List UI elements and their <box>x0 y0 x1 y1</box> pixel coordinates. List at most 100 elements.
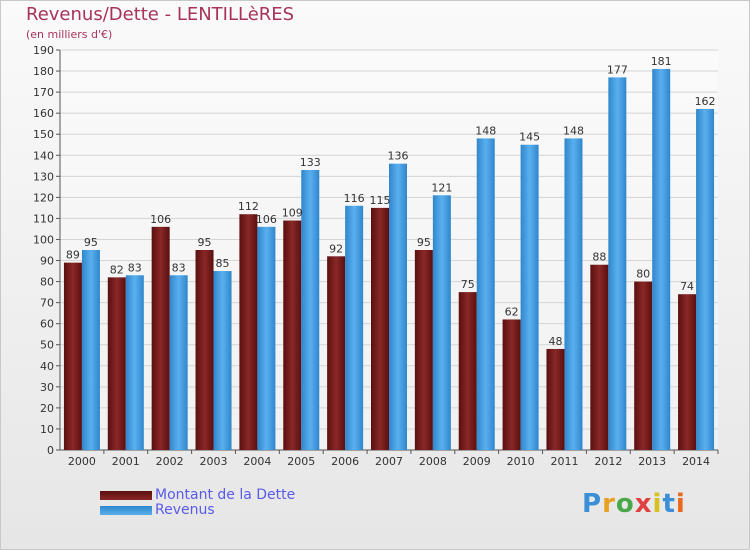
data-label-revenus: 83 <box>172 261 186 274</box>
bar-dette <box>195 250 214 450</box>
data-label-dette: 82 <box>110 263 124 276</box>
y-tick-label: 20 <box>40 402 54 415</box>
bar-revenus <box>257 226 276 450</box>
y-tick-label: 50 <box>40 339 54 352</box>
chart-title: Revenus/Dette - LENTILLèRES <box>26 4 295 25</box>
data-label-dette: 95 <box>417 236 431 249</box>
logo-letter: i <box>675 489 686 519</box>
data-label-dette: 112 <box>238 200 259 213</box>
logo-letter: P <box>582 489 603 519</box>
bar-dette <box>107 277 126 450</box>
bar-dette <box>590 264 609 450</box>
bar-revenus <box>389 163 407 450</box>
x-tick-label: 2004 <box>243 455 271 468</box>
x-tick-label: 2009 <box>463 455 491 468</box>
bar-revenus <box>564 138 583 450</box>
data-label-revenus: 83 <box>128 261 142 274</box>
y-tick-label: 30 <box>40 381 54 394</box>
y-tick-label: 120 <box>33 191 54 204</box>
data-label-revenus: 145 <box>519 131 540 144</box>
y-tick-label: 60 <box>40 318 54 331</box>
data-label-dette: 106 <box>150 213 171 226</box>
bar-dette <box>634 281 653 450</box>
legend-item-dette: Montant de la Dette <box>100 487 295 503</box>
bar-revenus <box>476 138 495 450</box>
y-tick-label: 130 <box>33 170 54 183</box>
data-label-dette: 115 <box>370 194 391 207</box>
bar-dette <box>458 292 477 450</box>
y-tick-label: 0 <box>47 444 54 457</box>
data-label-dette: 89 <box>66 249 80 262</box>
data-label-revenus: 116 <box>344 192 365 205</box>
y-tick-label: 170 <box>33 86 54 99</box>
logo-letter: r <box>602 489 616 519</box>
bar-revenus <box>696 108 715 451</box>
bar-dette <box>414 250 433 450</box>
x-tick-label: 2006 <box>331 455 359 468</box>
data-label-dette: 88 <box>592 251 606 264</box>
x-tick-label: 2011 <box>550 455 578 468</box>
proxiti-logo: Proxiti <box>582 489 686 519</box>
data-label-revenus: 148 <box>563 124 584 137</box>
chart-subtitle: (en milliers d'€) <box>26 28 113 41</box>
data-label-revenus: 133 <box>300 156 321 169</box>
data-label-dette: 74 <box>680 280 694 293</box>
x-tick-label: 2005 <box>287 455 315 468</box>
bar-revenus <box>652 68 671 451</box>
y-tick-label: 160 <box>33 107 54 120</box>
legend-label-revenus: Revenus <box>155 502 215 518</box>
data-label-revenus: 121 <box>431 181 452 194</box>
bar-revenus <box>125 275 144 450</box>
bar-dette <box>327 256 346 450</box>
legend-swatch-dette <box>100 490 152 500</box>
bar-dette <box>239 214 258 450</box>
bar-dette <box>283 220 302 450</box>
x-tick-label: 2013 <box>638 455 666 468</box>
y-tick-label: 190 <box>33 44 54 57</box>
logo-letter: x <box>634 489 653 519</box>
y-tick-label: 180 <box>33 65 54 78</box>
x-tick-label: 2002 <box>156 455 184 468</box>
y-tick-label: 150 <box>33 128 54 141</box>
bar-revenus <box>81 250 100 450</box>
x-tick-label: 2003 <box>200 455 228 468</box>
data-label-revenus: 85 <box>216 257 230 270</box>
legend-item-revenus: Revenus <box>100 502 215 518</box>
logo-letter: t <box>662 489 676 519</box>
bar-dette <box>502 319 521 450</box>
y-tick-label: 70 <box>40 297 54 310</box>
bar-revenus <box>301 170 320 450</box>
data-label-dette: 95 <box>198 236 212 249</box>
bar-revenus <box>608 77 627 451</box>
bar-dette <box>546 348 565 450</box>
x-tick-label: 2000 <box>68 455 96 468</box>
y-tick-label: 90 <box>40 255 54 268</box>
x-tick-label: 2010 <box>507 455 535 468</box>
x-tick-label: 2001 <box>112 455 140 468</box>
data-label-revenus: 136 <box>388 150 409 163</box>
data-label-revenus: 148 <box>475 124 496 137</box>
data-label-revenus: 106 <box>256 213 277 226</box>
data-label-dette: 48 <box>548 335 562 348</box>
data-label-revenus: 177 <box>607 63 628 76</box>
data-label-revenus: 95 <box>84 236 98 249</box>
bar-revenus <box>345 205 364 450</box>
bar-dette <box>151 226 170 450</box>
bar-dette <box>63 262 82 450</box>
y-tick-label: 80 <box>40 276 54 289</box>
bar-dette <box>371 207 389 450</box>
legend-label-dette: Montant de la Dette <box>155 487 296 503</box>
data-label-revenus: 162 <box>695 95 716 108</box>
bar-revenus <box>213 271 232 450</box>
bar-dette <box>678 294 697 450</box>
data-label-dette: 109 <box>282 207 303 220</box>
y-tick-label: 40 <box>40 360 54 373</box>
y-tick-label: 100 <box>33 233 54 246</box>
y-tick-label: 10 <box>40 423 54 436</box>
data-label-revenus: 181 <box>651 55 672 68</box>
y-tick-label: 140 <box>33 149 54 162</box>
bar-revenus <box>169 275 188 450</box>
bar-revenus <box>432 195 451 450</box>
